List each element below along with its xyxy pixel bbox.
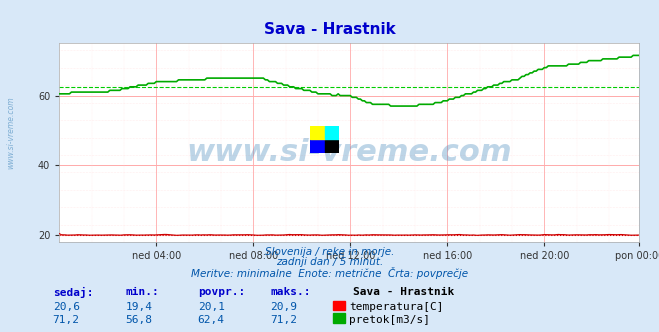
Text: Sava - Hrastnik: Sava - Hrastnik bbox=[264, 22, 395, 37]
Text: maks.:: maks.: bbox=[270, 287, 310, 297]
Text: min.:: min.: bbox=[125, 287, 159, 297]
Text: 56,8: 56,8 bbox=[125, 315, 152, 325]
Bar bbox=[325, 126, 339, 139]
Bar bbox=[325, 139, 339, 153]
Text: Slovenija / reke in morje.: Slovenija / reke in morje. bbox=[265, 247, 394, 257]
Text: www.si-vreme.com: www.si-vreme.com bbox=[186, 138, 512, 167]
Text: sedaj:: sedaj: bbox=[53, 287, 93, 298]
Text: 71,2: 71,2 bbox=[270, 315, 297, 325]
Text: povpr.:: povpr.: bbox=[198, 287, 245, 297]
Bar bbox=[310, 126, 325, 139]
Text: 62,4: 62,4 bbox=[198, 315, 225, 325]
Text: Sava - Hrastnik: Sava - Hrastnik bbox=[353, 287, 454, 297]
Text: 20,9: 20,9 bbox=[270, 302, 297, 312]
Text: 71,2: 71,2 bbox=[53, 315, 80, 325]
Text: temperatura[C]: temperatura[C] bbox=[349, 302, 444, 312]
Text: pretok[m3/s]: pretok[m3/s] bbox=[349, 315, 430, 325]
Text: 19,4: 19,4 bbox=[125, 302, 152, 312]
Text: zadnji dan / 5 minut.: zadnji dan / 5 minut. bbox=[276, 257, 383, 267]
Bar bbox=[310, 139, 325, 153]
Text: 20,1: 20,1 bbox=[198, 302, 225, 312]
Text: Meritve: minimalne  Enote: metrične  Črta: povprečje: Meritve: minimalne Enote: metrične Črta:… bbox=[191, 267, 468, 279]
Text: www.si-vreme.com: www.si-vreme.com bbox=[7, 97, 16, 169]
Text: 20,6: 20,6 bbox=[53, 302, 80, 312]
